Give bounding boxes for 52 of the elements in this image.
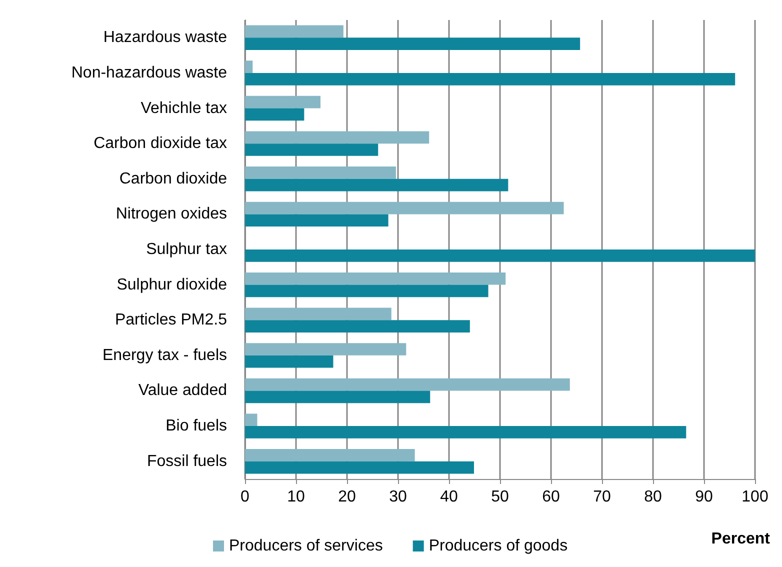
y-tick-label: Bio fuels (166, 418, 227, 435)
bar (245, 108, 304, 121)
x-tick-label: 30 (389, 488, 407, 506)
x-tick-label: 20 (338, 488, 356, 506)
bar (245, 461, 474, 474)
y-tick-label: Sulphur tax (146, 241, 227, 258)
bar (245, 131, 430, 144)
bar (245, 60, 253, 73)
y-tick-label: Particles PM2.5 (114, 312, 228, 329)
x-tick-label: 90 (695, 488, 713, 506)
bar (245, 38, 580, 50)
x-tick-label: 10 (287, 488, 305, 506)
bar (245, 144, 378, 156)
y-tick-label: Carbon dioxide tax (94, 135, 227, 152)
y-tick-label: Fossil fuels (146, 452, 227, 470)
x-tick-label: 70 (593, 488, 611, 506)
bar (245, 272, 506, 285)
y-tick-label: Vehichle tax (140, 100, 227, 117)
x-tick-label: 0 (240, 488, 250, 506)
bar (245, 166, 396, 179)
y-tick-label: Value added (138, 382, 227, 400)
bar (245, 25, 344, 38)
bar (245, 72, 736, 86)
bar (245, 308, 392, 320)
y-tick-label: Hazardous waste (103, 29, 228, 46)
bar (245, 414, 258, 426)
bar (245, 448, 415, 462)
y-tick-label: Nitrogen oxides (116, 206, 227, 223)
bar (245, 178, 508, 192)
bar (245, 202, 564, 214)
x-tick-label: 100 (742, 488, 768, 506)
bar (245, 355, 334, 368)
bar (245, 250, 755, 262)
x-tick-label: 80 (644, 488, 662, 506)
y-tick-label: Sulphur dioxide (116, 276, 228, 294)
legend-label: Producers of services (229, 538, 383, 554)
y-tick-label: Carbon dioxide (119, 170, 228, 188)
bar (245, 320, 470, 332)
y-tick-label: Non-hazardous waste (71, 64, 228, 82)
x-tick-label: 40 (440, 488, 458, 506)
bar (245, 284, 488, 298)
bar (245, 378, 570, 391)
x-tick-label: 50 (491, 488, 509, 506)
y-tick-label: Energy tax - fuels (102, 346, 227, 364)
bar (245, 343, 406, 356)
bar (245, 96, 320, 108)
x-tick-label: 60 (542, 488, 560, 506)
x-axis-title: Percent (711, 530, 771, 548)
legend-label: Producers of goods (428, 538, 568, 554)
bar (245, 214, 388, 227)
bar (245, 426, 686, 438)
bar (245, 390, 430, 404)
